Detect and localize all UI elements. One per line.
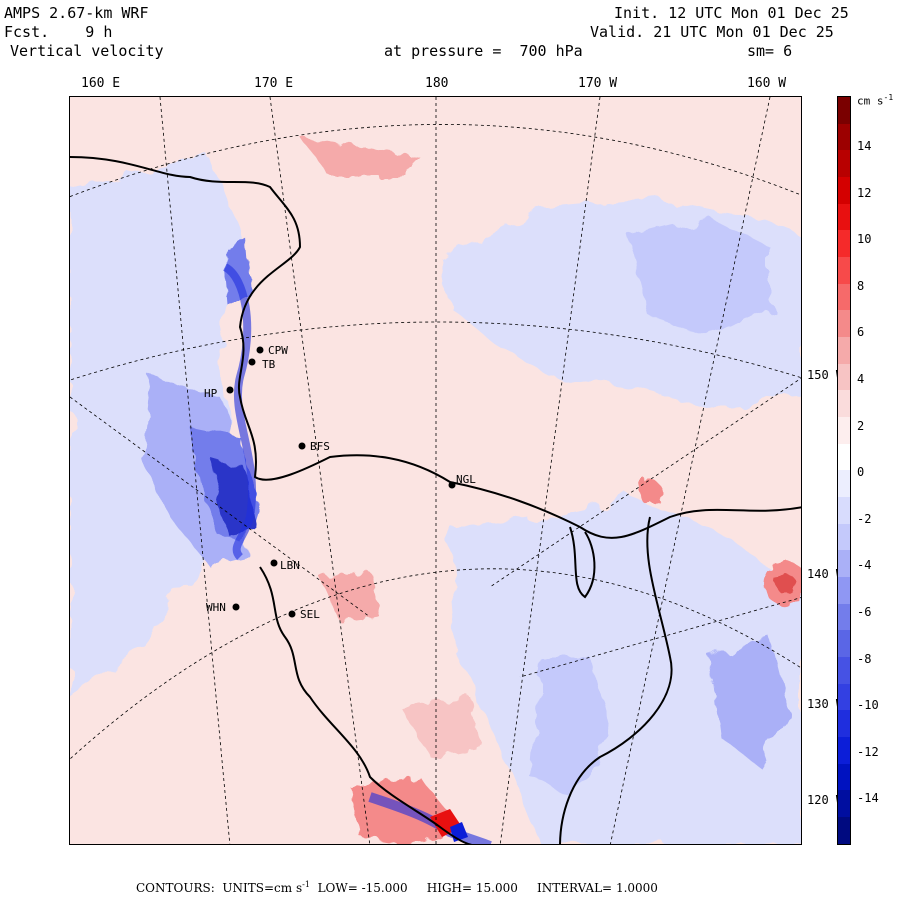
colorbar-segment [838,523,850,551]
colorbar-segment [838,337,850,364]
colorbar-segment [838,550,850,578]
fcst-value: 9 h [85,23,113,41]
colorbar-segment [838,283,850,311]
negative-velocity-regions [70,157,801,844]
station-tb: TB [262,358,276,371]
interval-value: 1.0000 [615,881,658,895]
colorbar-segment [838,230,850,258]
colorbar-segment [838,737,850,764]
colorbar-segment [838,363,850,391]
lon-label-180: 180 [425,76,449,91]
graticule [70,97,801,844]
colorbar-tick-label: -8 [857,651,872,666]
lat-label-140w: 140 W [806,567,845,581]
coastline [70,156,801,844]
colorbar-segment [838,203,850,231]
colorbar [837,96,851,845]
valid-time: Valid. 21 UTC Mon 01 Dec 25 [590,23,834,41]
colorbar-units: cm s-1 [857,93,893,108]
colorbar-tick-label: 8 [857,278,865,293]
colorbar-segment [838,150,850,178]
lon-label-170w: 170 W [578,76,618,91]
high-value: 15.000 [475,881,518,895]
forecast-label: Fcst. 9 h [4,23,112,41]
low-value: -15.000 [361,881,408,895]
colorbar-segment [838,577,850,604]
units-label: UNITS=cm s [222,881,303,895]
colorbar-segment [838,310,850,338]
vertical-velocity-map: CPW TB HP BFS NGL LBN WHN SEL [70,97,801,844]
colorbar-segment [838,97,850,124]
units-exp: -1 [302,880,310,889]
coastal-strong-signals [222,263,492,844]
colorbar-units-text: cm s [857,94,884,108]
colorbar-segment [838,497,850,524]
colorbar-segment [838,470,850,498]
model-title: AMPS 2.67-km WRF [4,4,149,22]
colorbar-tick-label: -4 [857,558,872,573]
high-label: HIGH= [426,881,473,895]
colorbar-segment [838,630,850,658]
low-label: LOW= [317,881,358,895]
stations: CPW TB HP BFS NGL LBN WHN SEL [204,344,476,621]
colorbar-segment [838,683,850,711]
contour-info: CONTOURS: UNITS=cm s-1 LOW= -15.000 HIGH… [136,880,658,895]
lon-label-160e: 160 E [81,76,121,91]
colorbar-segment [838,763,850,791]
smoothing: sm= 6 [747,42,793,60]
colorbar-segment [838,417,850,444]
station-sel: SEL [300,608,320,621]
station-hp: HP [204,387,218,400]
contours-label: CONTOURS: [136,881,215,895]
station-whn: WHN [206,601,226,614]
colorbar-tick-label: -14 [857,791,879,806]
colorbar-tick-label: 6 [857,325,865,340]
colorbar-tick-label: 4 [857,372,865,386]
lat-label-150w: 150 W [806,368,845,382]
colorbar-segment [838,123,850,151]
field-name: Vertical velocity [10,42,164,60]
station-bfs: BFS [310,440,330,453]
colorbar-segment [838,177,850,204]
interval-label: INTERVAL= [536,881,613,895]
colorbar-tick-label: 2 [857,418,865,433]
colorbar-tick-label: 10 [857,232,872,247]
colorbar-tick-label: 0 [857,465,865,480]
colorbar-segment [838,817,850,844]
colorbar-segment [838,710,850,738]
pressure-level: at pressure = 700 hPa [384,42,583,60]
station-cpw: CPW [268,344,288,357]
lon-label-170e: 170 E [254,76,294,91]
map-panel: CPW TB HP BFS NGL LBN WHN SEL [69,96,802,845]
lon-label-160w: 160 W [747,76,787,91]
colorbar-units-exp: -1 [883,93,894,102]
colorbar-tick-label: -2 [857,511,872,526]
colorbar-segment [838,443,850,471]
colorbar-segment [838,603,850,631]
colorbar-segment [838,657,850,684]
fcst-label: Fcst. [4,23,50,41]
colorbar-segment [838,390,850,418]
colorbar-tick-label: 12 [857,185,872,200]
init-time: Init. 12 UTC Mon 01 Dec 25 [614,4,849,22]
lat-label-130w: 130 W [806,697,845,711]
colorbar-segment [838,257,850,284]
colorbar-tick-label: -10 [857,698,879,713]
lat-label-120w: 120 W [806,793,845,807]
station-ngl: NGL [456,473,476,486]
colorbar-segment [838,790,850,818]
colorbar-tick-label: -6 [857,605,872,619]
colorbar-tick-label: 14 [857,139,872,153]
station-lbn: LBN [280,559,300,572]
colorbar-tick-label: -12 [857,744,879,759]
